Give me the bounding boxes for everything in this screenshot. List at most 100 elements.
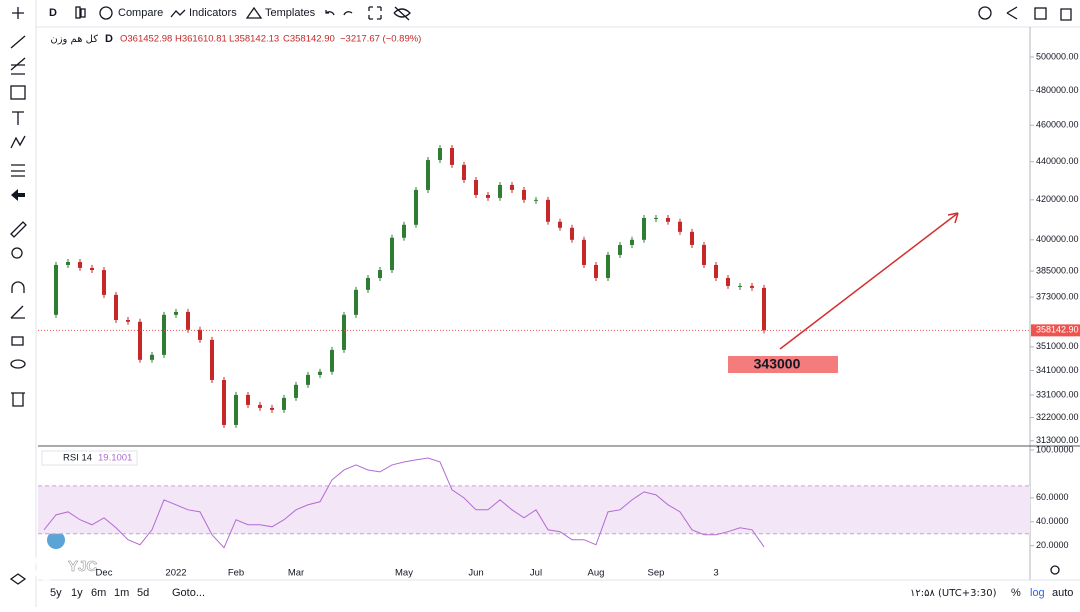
candle-body <box>666 217 670 222</box>
candle-body <box>234 394 238 425</box>
clock: ۱۲:۵۸ (UTC+3:30) <box>910 588 997 599</box>
drawing-tools[interactable] <box>9 7 27 585</box>
range-button[interactable]: 1y <box>71 587 83 599</box>
candle-body <box>150 354 154 360</box>
prediction-tool[interactable] <box>11 164 25 177</box>
share-button[interactable] <box>1006 6 1018 20</box>
legend-change: −3217.67 (−0.89%) <box>340 34 421 45</box>
candle-body <box>198 329 202 340</box>
magnet-tool[interactable] <box>11 281 25 293</box>
delete-button[interactable] <box>1060 8 1072 21</box>
axis-settings[interactable] <box>1050 565 1060 575</box>
zoom-tool[interactable] <box>11 247 23 259</box>
candle-body <box>78 262 82 268</box>
candle-body <box>282 397 286 410</box>
candle-body <box>174 311 178 315</box>
hide-button[interactable] <box>393 6 411 21</box>
x-tick-label: Jul <box>530 568 542 579</box>
x-tick-label: Sep <box>648 568 665 579</box>
templates-icon[interactable] <box>245 6 263 19</box>
range-button[interactable]: 5d <box>137 587 149 599</box>
candle-body <box>594 264 598 278</box>
undo-button[interactable] <box>325 10 335 16</box>
candle-body <box>474 179 478 195</box>
y-tick-label: 100.0000 <box>1036 444 1074 454</box>
y-tick-label: 331000.00 <box>1036 389 1079 399</box>
shape-tool[interactable] <box>10 85 26 100</box>
candle-body <box>702 244 706 265</box>
annotation-box <box>728 356 838 373</box>
trash-tool[interactable] <box>11 392 25 407</box>
layers-tool[interactable] <box>9 573 27 585</box>
annotation-arrowhead <box>947 212 959 224</box>
candle-body <box>438 148 442 161</box>
candle-body <box>498 184 502 198</box>
range-buttons[interactable]: 5y 1y 6m 1m 5d <box>50 587 149 599</box>
candle-body <box>450 148 454 165</box>
percent-toggle[interactable]: % <box>1011 587 1021 599</box>
range-button[interactable]: 1m <box>114 587 129 599</box>
fullscreen-button[interactable] <box>368 6 382 20</box>
pattern-tool[interactable] <box>10 135 26 149</box>
redo-button[interactable] <box>343 11 353 16</box>
candle-body <box>222 379 226 425</box>
candle-body <box>162 314 166 355</box>
annotation-text: 343000 <box>754 356 801 372</box>
compare-button[interactable]: Compare <box>118 7 163 19</box>
last-price-label: 358142.90 <box>1036 325 1079 335</box>
candle-body <box>366 277 370 290</box>
lock-tool[interactable] <box>11 336 24 346</box>
x-tick-label: Dec <box>96 568 113 579</box>
rsi-line <box>43 457 765 549</box>
templates-button[interactable]: Templates <box>265 7 316 19</box>
candle-body <box>570 227 574 240</box>
candle-body <box>378 270 382 278</box>
candle-body <box>270 407 274 410</box>
rsi-band <box>38 485 1030 534</box>
y-tick-label: 341000.00 <box>1036 365 1079 375</box>
y-tick-label: 480000.00 <box>1036 85 1079 95</box>
snapshot-button[interactable] <box>1034 7 1047 20</box>
candle-body <box>138 321 142 360</box>
compare-icon[interactable] <box>99 6 113 20</box>
auto-toggle[interactable]: auto <box>1052 587 1073 599</box>
y-tick-label: 460000.00 <box>1036 120 1079 130</box>
chart-type-icon[interactable] <box>80 8 86 18</box>
back-tool[interactable] <box>11 189 25 201</box>
trend-tool[interactable] <box>10 35 26 49</box>
visibility-tool[interactable] <box>10 359 26 369</box>
range-button[interactable]: 6m <box>91 587 106 599</box>
range-button[interactable]: 5y <box>50 587 62 599</box>
y-tick-label: 351000.00 <box>1036 341 1079 351</box>
candle-body <box>618 244 622 255</box>
legend-interval: D <box>105 33 113 45</box>
text-tool[interactable] <box>12 111 24 125</box>
interval-button[interactable]: D <box>49 7 57 19</box>
candle-body <box>258 404 262 408</box>
y-tick-label: 440000.00 <box>1036 156 1079 166</box>
indicators-icon[interactable] <box>170 9 186 18</box>
y-tick-label: 420000.00 <box>1036 194 1079 204</box>
candle-body <box>210 339 214 380</box>
candle-body <box>726 277 730 286</box>
watermark: YJC <box>68 558 97 575</box>
candle-body <box>414 189 418 225</box>
indicators-button[interactable]: Indicators <box>189 7 237 19</box>
ruler-tool[interactable] <box>10 221 27 238</box>
log-toggle[interactable]: log <box>1030 587 1045 599</box>
y-tick-label: 322000.00 <box>1036 412 1079 422</box>
candle-body <box>738 285 742 287</box>
candle-body <box>354 289 358 315</box>
legend-high: H361610.81 <box>175 34 227 45</box>
x-tick-label: May <box>395 568 413 579</box>
fib-tool[interactable] <box>10 57 26 75</box>
x-tick-label: Jun <box>468 568 483 579</box>
goto-button[interactable]: Goto... <box>172 587 205 599</box>
chart-type-icon[interactable] <box>75 6 81 19</box>
cross-tool[interactable] <box>12 7 24 19</box>
rsi-legend-box <box>41 450 138 466</box>
draw-mode-tool[interactable] <box>10 305 25 319</box>
settings-button[interactable] <box>978 6 992 20</box>
